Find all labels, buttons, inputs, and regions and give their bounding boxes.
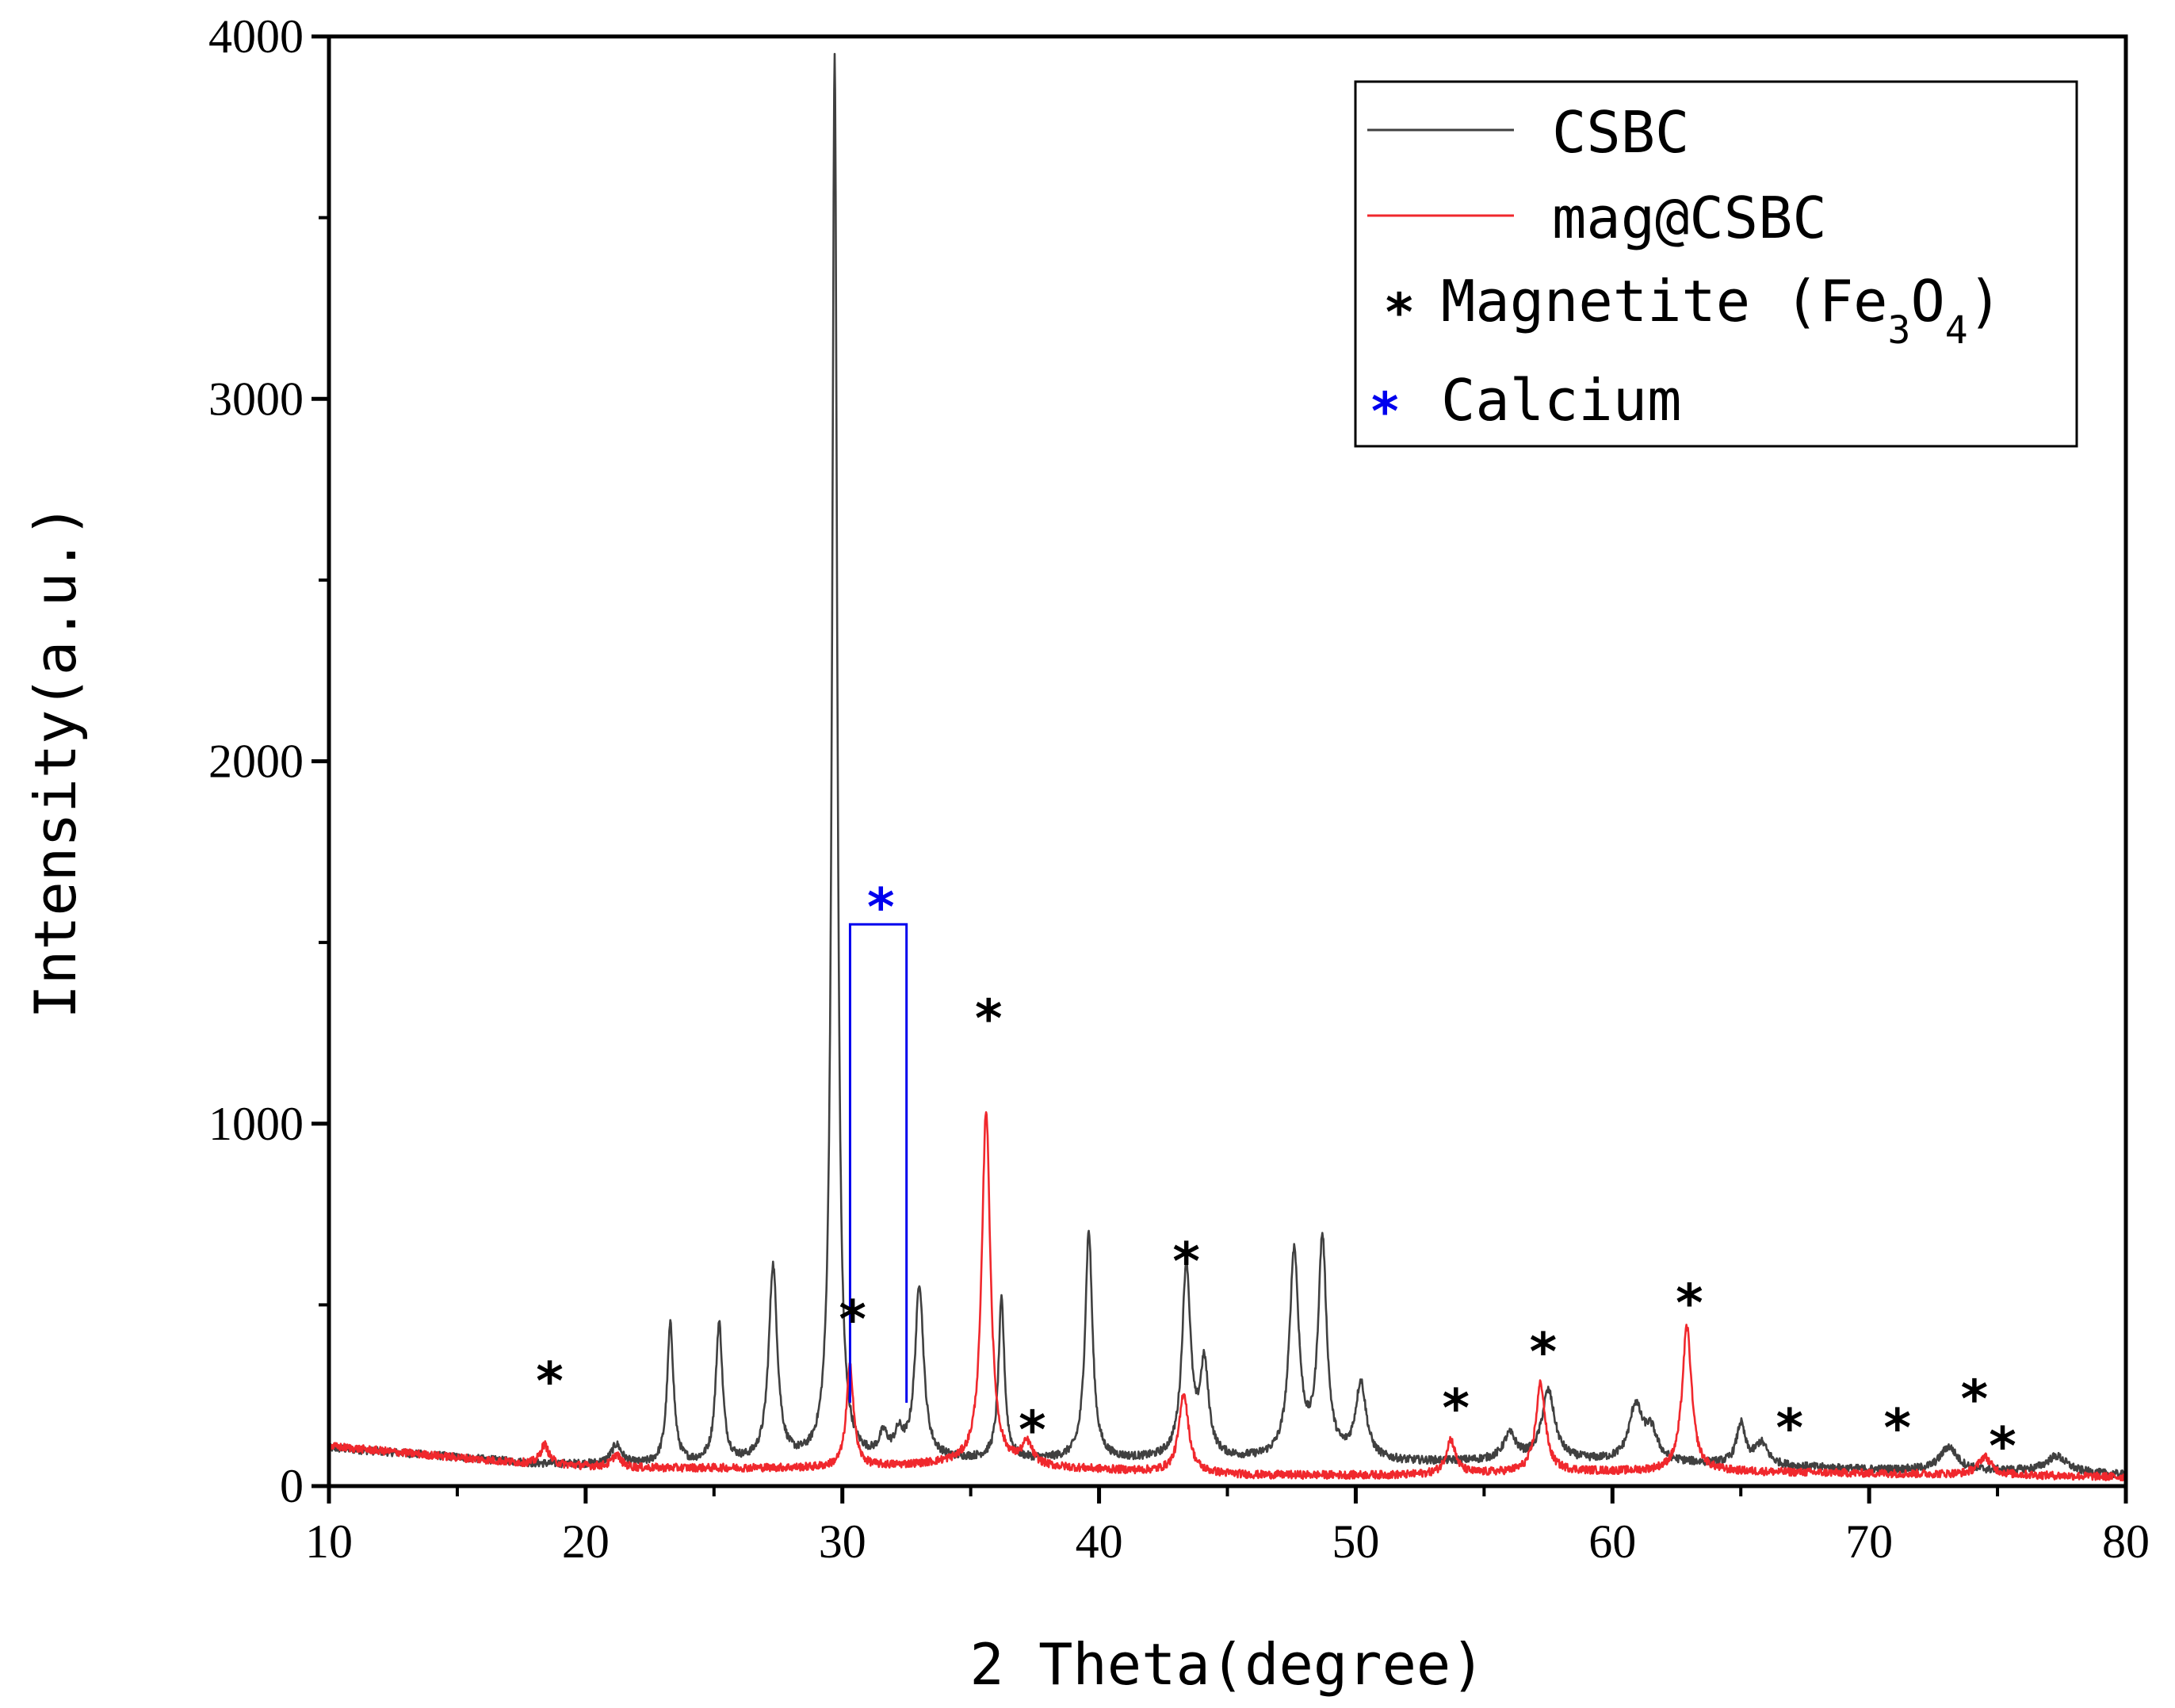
legend-symbol-calcium: * <box>1371 381 1399 442</box>
x-tick-label: 20 <box>562 1515 610 1568</box>
magnetite-marker: * <box>1530 1322 1558 1383</box>
legend-label-magnetite: Magnetite (Fe3O4) <box>1441 268 2002 353</box>
magnetite-marker: * <box>1019 1400 1046 1461</box>
legend-label-mag-csbc: mag@CSBC <box>1552 185 1827 251</box>
magnetite-marker: * <box>1776 1398 1803 1459</box>
legend-box <box>1354 80 2078 448</box>
x-tick-label: 50 <box>1332 1515 1379 1568</box>
plot-area: ********** * ** <box>327 52 2127 1482</box>
y-tick-label: 0 <box>280 1460 304 1512</box>
ticks-layer: 10 20 30 40 50 60 70 80 0 1000 2000 3000 4000 <box>208 10 2150 1568</box>
annotation-layer: ********** * ** <box>536 877 2016 1477</box>
calcium-marker: * <box>867 877 895 938</box>
y-tick-label: 1000 <box>208 1098 304 1150</box>
x-tick-label: 40 <box>1076 1515 1123 1568</box>
magnetite-marker: * <box>1961 1369 1989 1430</box>
calcium-bracket <box>848 923 908 1403</box>
magnetite-marker: * <box>839 1290 866 1351</box>
y-tick-label: 3000 <box>208 373 304 425</box>
x-tick-label: 30 <box>819 1515 866 1568</box>
magnetite-marker: * <box>975 988 1003 1049</box>
magnetite-marker: * <box>536 1351 564 1412</box>
x-tick-label: 80 <box>2102 1515 2150 1568</box>
y-tick-label: 4000 <box>208 10 304 63</box>
magnetite-marker: * <box>1172 1231 1200 1292</box>
x-tick-label: 60 <box>1588 1515 1636 1568</box>
legend: CSBC mag@CSBC * Magnetite (Fe3O4) * Calc… <box>1354 80 2078 448</box>
magnetite-marker: * <box>1676 1273 1703 1334</box>
magnetite-marker: * <box>1442 1378 1470 1439</box>
y-axis-label: Intensity(a.u.) <box>22 503 89 1018</box>
legend-label-csbc: CSBC <box>1552 99 1689 166</box>
magnetite-marker: * <box>1989 1416 2016 1477</box>
series-layer <box>327 52 2127 1482</box>
series-line-mag-csbc <box>327 1111 2126 1482</box>
x-tick-label: 70 <box>1845 1515 1893 1568</box>
legend-label-calcium: Calcium <box>1441 367 1681 434</box>
legend-symbol-magnetite: * <box>1386 282 1413 343</box>
y-tick-label: 2000 <box>208 736 304 788</box>
x-tick-label: 10 <box>305 1515 353 1568</box>
magnetite-marker: * <box>1884 1398 1912 1459</box>
x-axis-label: 2 Theta(degree) <box>969 1631 1485 1698</box>
